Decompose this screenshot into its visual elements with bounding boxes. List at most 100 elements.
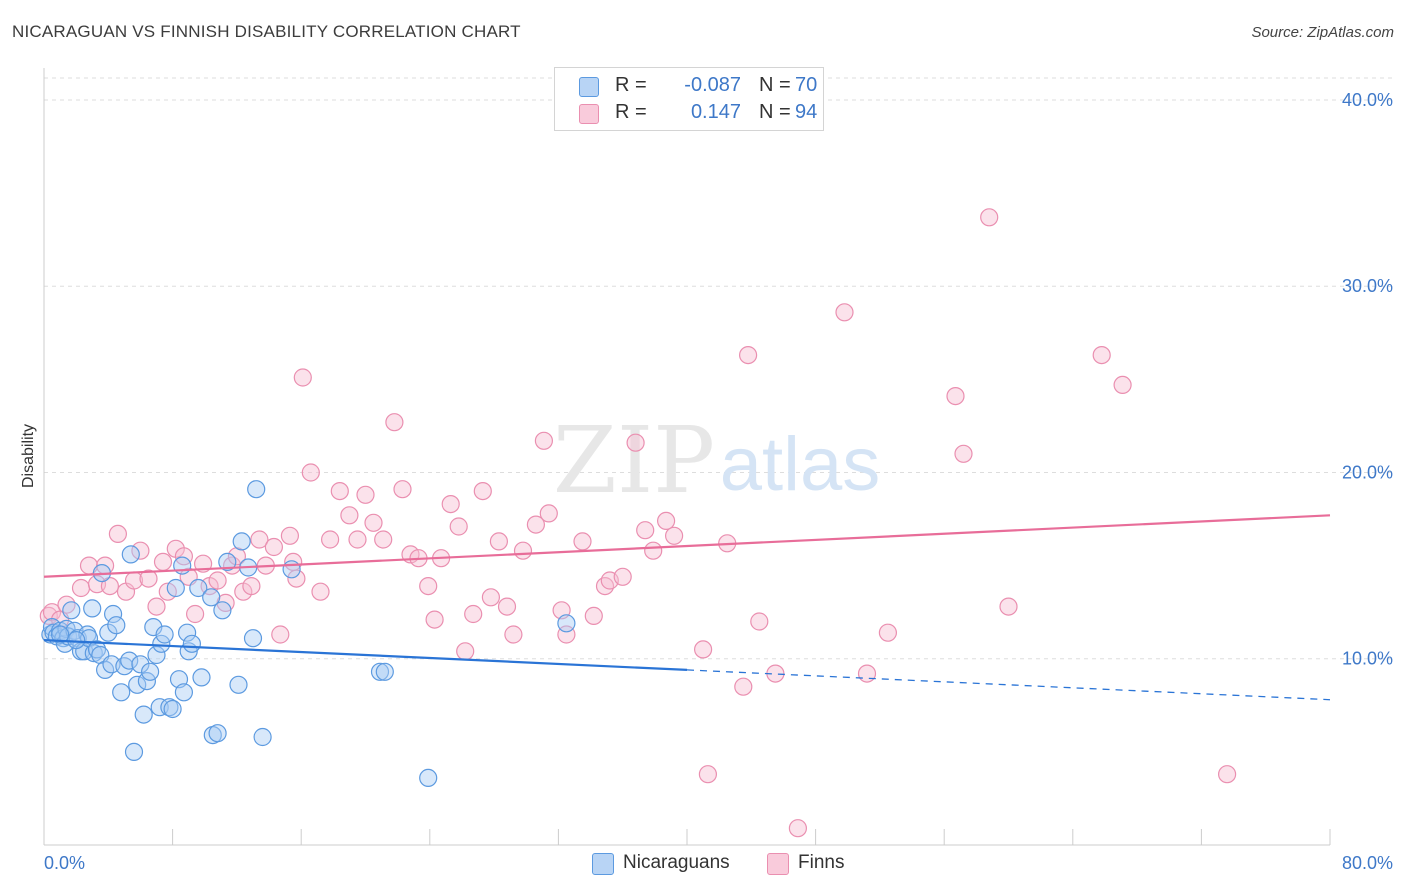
finn-point	[287, 569, 306, 588]
tick-labels: 10.0% 20.0% 30.0% 40.0% 0.0% 80.0%	[44, 90, 1393, 873]
nicaraguan-point	[121, 545, 140, 564]
finn-point	[534, 431, 554, 450]
nicaraguan-point	[144, 617, 163, 637]
nicaraguan-point	[370, 662, 390, 681]
finn-point	[374, 530, 393, 549]
finn-point	[513, 541, 533, 560]
finn-point	[264, 537, 283, 557]
finn-point	[271, 625, 290, 644]
legend-r-label: R =	[615, 101, 647, 123]
nicaraguan-point	[202, 588, 221, 607]
finn-point	[1092, 346, 1111, 365]
finn-point	[293, 368, 312, 387]
nicaraguan-point	[103, 604, 123, 624]
nicaraguan-point	[166, 578, 185, 598]
nicaraguan-point	[208, 724, 227, 743]
y-tick-label: 40.0%	[1342, 90, 1393, 110]
finn-point	[186, 604, 205, 624]
nicaraguan-point	[189, 578, 208, 598]
legend-label: Nicaraguans	[623, 852, 730, 873]
nicaraguan-point	[115, 657, 134, 676]
finn-point	[473, 482, 492, 501]
finn-point	[208, 571, 227, 590]
finn-point	[999, 597, 1018, 616]
finn-point	[464, 604, 483, 624]
finn-point	[734, 677, 753, 696]
nicaraguan-point	[120, 651, 139, 670]
nicaraguan-point	[182, 634, 201, 653]
nicaraguan-point	[124, 742, 144, 762]
finn-point	[595, 576, 615, 596]
finn-point	[664, 526, 684, 545]
nicaraguan-point	[282, 560, 301, 579]
legend-swatch-pink	[579, 104, 599, 124]
series-legend: Nicaraguans Finns	[0, 852, 1406, 878]
finn-point	[1217, 765, 1237, 784]
nicaraguan-point	[375, 662, 394, 681]
finn-point	[878, 623, 898, 642]
nicaraguan-point	[107, 616, 126, 635]
finn-point	[449, 517, 468, 536]
nicaraguans-trend-extension	[686, 669, 1331, 701]
nicaraguan-point	[213, 601, 232, 620]
finn-point	[321, 530, 340, 549]
legend-swatch-blue	[579, 77, 599, 97]
nicaraguan-point	[50, 625, 70, 644]
finn-point	[250, 530, 269, 549]
finn-point	[636, 521, 655, 540]
finn-point	[340, 506, 359, 525]
nicaraguan-point	[83, 599, 102, 618]
finn-point	[147, 597, 166, 616]
nicaraguan-point	[557, 614, 576, 633]
correlation-legend: R = -0.087 N = 70 R = 0.147 N = 94	[554, 67, 824, 131]
finn-point	[489, 532, 508, 551]
finn-point	[131, 541, 150, 560]
finn-point	[356, 485, 375, 504]
finn-point	[311, 582, 330, 601]
legend-r-value: 0.147	[690, 101, 741, 123]
nicaraguan-point	[87, 640, 107, 659]
finn-point	[497, 597, 517, 616]
finn-point	[584, 606, 603, 626]
nicaraguan-point	[112, 683, 131, 702]
finn-point	[750, 612, 769, 631]
finn-point	[835, 303, 854, 322]
finn-point	[613, 567, 632, 586]
finn-point	[174, 547, 193, 566]
nicaraguan-point	[128, 675, 147, 694]
finn-point	[788, 819, 808, 838]
nicaraguan-point	[419, 768, 438, 788]
trend-lines	[43, 514, 1331, 701]
finn-point	[139, 569, 158, 588]
legend-swatch-blue	[592, 853, 614, 875]
legend-label: Finns	[798, 852, 845, 873]
finn-point	[419, 576, 438, 596]
finn-point	[330, 482, 349, 501]
finn-point	[626, 433, 645, 452]
nicaraguan-point	[178, 623, 197, 642]
legend-n-value: 94	[795, 101, 818, 123]
finn-point	[573, 532, 592, 551]
legend-r-value: -0.087	[684, 74, 741, 96]
nicaraguan-point	[131, 655, 150, 674]
y-tick-label: 20.0%	[1342, 462, 1393, 482]
nicaraguan-point	[155, 625, 174, 644]
finn-point	[644, 541, 663, 560]
nicaraguan-point	[243, 629, 263, 648]
chart-source: Source: ZipAtlas.com	[1251, 24, 1394, 41]
nicaraguan-point	[62, 601, 81, 620]
finn-point	[946, 387, 965, 406]
finn-point	[425, 610, 444, 629]
nicaraguan-point	[247, 480, 266, 499]
finn-point	[364, 513, 383, 532]
finn-point	[504, 625, 523, 644]
finn-point	[280, 526, 299, 545]
finn-point	[1113, 375, 1132, 394]
finn-point	[857, 664, 877, 683]
finn-point	[100, 576, 120, 596]
nicaraguan-point	[134, 705, 153, 724]
finn-point	[153, 552, 173, 572]
finns-points	[39, 208, 1237, 838]
finn-point	[71, 578, 91, 598]
